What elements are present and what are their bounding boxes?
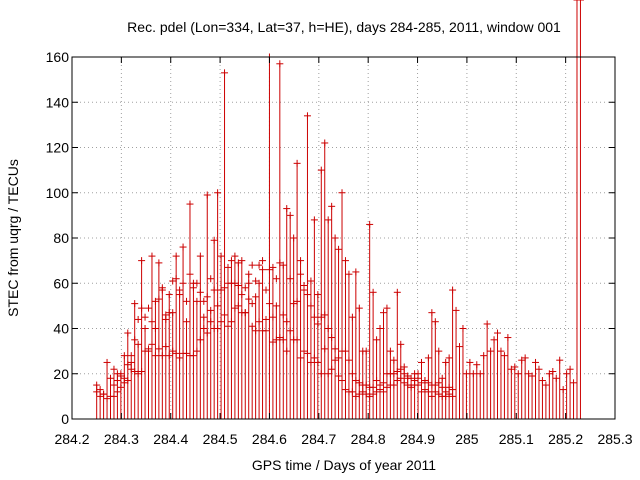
y-axis-label: STEC from uqrg / TECUs	[5, 159, 21, 317]
x-tick-label: 284.5	[203, 431, 238, 447]
y-tick-label: 60	[53, 275, 69, 291]
y-tick-label: 140	[46, 94, 70, 110]
y-tick-label: 100	[46, 185, 70, 201]
x-tick-label: 284.4	[153, 431, 188, 447]
x-tick-label: 284.7	[301, 431, 336, 447]
grid-lines	[72, 57, 615, 419]
x-tick-label: 285	[455, 431, 479, 447]
x-tick-label: 284.6	[252, 431, 287, 447]
x-axis-label: GPS time / Days of year 2011	[252, 457, 436, 473]
x-tick-label: 284.8	[351, 431, 386, 447]
x-tick-label: 284.9	[400, 431, 435, 447]
x-tick-label: 284.2	[54, 431, 89, 447]
x-tick-label: 285.3	[597, 431, 632, 447]
y-tick-label: 40	[53, 321, 69, 337]
data-series	[93, 0, 584, 419]
plot-frame	[71, 56, 616, 420]
y-tick-label: 160	[46, 49, 70, 65]
chart-title: Rec. pdel (Lon=334, Lat=37, h=HE), days …	[127, 19, 561, 35]
y-tick-label: 0	[61, 411, 69, 427]
x-tick-label: 285.2	[548, 431, 583, 447]
x-tick-label: 285.1	[499, 431, 534, 447]
y-tick-label: 120	[46, 140, 70, 156]
axes: 284.2 284.3 284.4 284.5 284.6 284.7 284.8 284.9…	[46, 49, 633, 447]
y-tick-label: 20	[53, 366, 69, 382]
y-tick-label: 80	[53, 230, 69, 246]
x-tick-label: 284.3	[104, 431, 139, 447]
